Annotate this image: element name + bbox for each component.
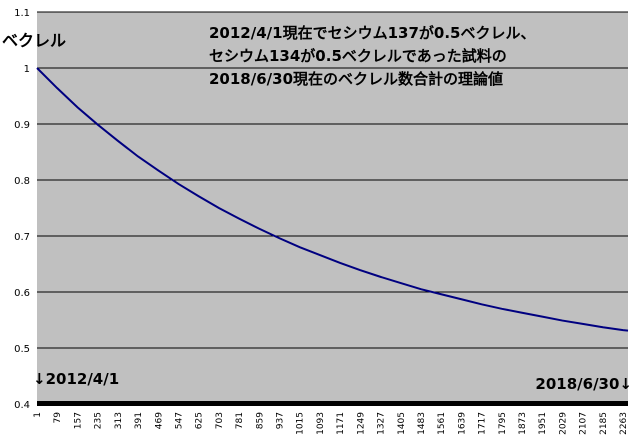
x-tick-label: 469 bbox=[154, 412, 164, 429]
x-tick-label: 1 bbox=[33, 412, 43, 418]
x-tick-label: 157 bbox=[73, 412, 83, 429]
x-tick-label: 781 bbox=[235, 412, 245, 429]
x-tick-label: 1795 bbox=[498, 412, 508, 435]
y-tick-label: 0.5 bbox=[14, 344, 30, 355]
x-tick-label: 1327 bbox=[377, 412, 387, 435]
chart-title-line-1: 2012/4/1現在でセシウム137が0.5ベクレル、 bbox=[209, 24, 535, 42]
y-tick-label: 0.4 bbox=[14, 400, 30, 411]
x-tick-label: 1015 bbox=[296, 412, 306, 435]
y-axis-label: ベクレル bbox=[2, 31, 66, 50]
start-date-annotation: ↓2012/4/1 bbox=[33, 370, 119, 388]
x-tick-label: 625 bbox=[195, 412, 205, 429]
x-tick-label: 1639 bbox=[457, 412, 467, 435]
y-tick-label: 0.6 bbox=[14, 288, 30, 299]
x-tick-label: 1561 bbox=[437, 412, 447, 435]
x-tick-label: 391 bbox=[134, 412, 144, 429]
series-line bbox=[36, 67, 629, 332]
x-tick-label: 547 bbox=[174, 412, 184, 429]
x-tick-label: 1717 bbox=[478, 412, 488, 435]
x-tick-label: 1951 bbox=[538, 412, 548, 435]
x-tick-label: 1249 bbox=[356, 412, 366, 435]
chart-title-line-3: 2018/6/30現在のベクレル数合計の理論値 bbox=[209, 70, 503, 88]
x-tick-label: 2107 bbox=[579, 412, 589, 435]
gridlines bbox=[37, 11, 628, 349]
plot-area bbox=[37, 12, 628, 404]
x-tick-label: 937 bbox=[276, 412, 286, 429]
y-tick-label: 0.8 bbox=[14, 176, 30, 187]
y-tick-label: 1 bbox=[24, 64, 30, 75]
y-tick-label: 1.1 bbox=[14, 8, 30, 19]
x-tick-label: 2029 bbox=[558, 412, 568, 435]
y-tick-label: 0.9 bbox=[14, 120, 30, 131]
x-tick-label: 1873 bbox=[518, 412, 528, 435]
x-tick-label: 2185 bbox=[599, 412, 609, 435]
x-tick-label: 2263 bbox=[619, 412, 629, 435]
x-axis-bar bbox=[37, 401, 628, 406]
x-tick-label: 1171 bbox=[336, 412, 346, 435]
x-tick-label: 703 bbox=[215, 412, 225, 429]
x-tick-label: 859 bbox=[255, 412, 265, 429]
x-tick-labels: 1 79 157 235 313 391 469 547 625 703 781 859 937 1015… bbox=[33, 412, 629, 435]
x-tick-label: 1405 bbox=[397, 412, 407, 435]
end-date-annotation: 2018/6/30↓ bbox=[535, 375, 632, 393]
x-tick-label: 79 bbox=[53, 412, 63, 424]
chart-title-line-2: セシウム134が0.5ベクレルであった試料の bbox=[209, 47, 507, 65]
x-tick-label: 1483 bbox=[417, 412, 427, 435]
x-tick-label: 1093 bbox=[316, 412, 326, 435]
y-tick-labels: 0.4 0.5 0.6 0.7 0.8 0.9 1 1.1 bbox=[14, 8, 30, 411]
x-tick-label: 235 bbox=[94, 412, 104, 429]
x-tick-label: 313 bbox=[114, 412, 124, 429]
y-tick-label: 0.7 bbox=[14, 232, 30, 243]
